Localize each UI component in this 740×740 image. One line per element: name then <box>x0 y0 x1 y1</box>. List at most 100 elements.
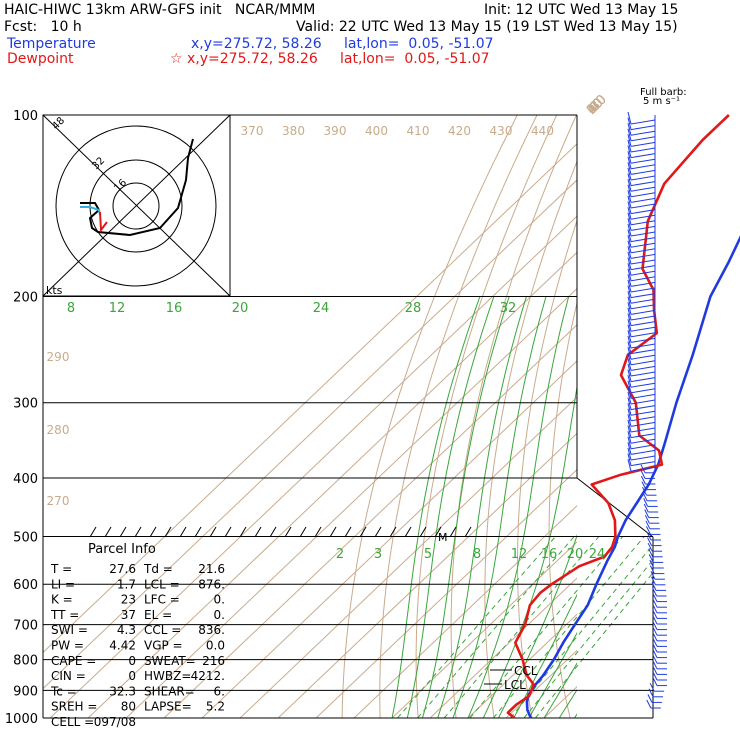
barb-flag <box>647 694 653 703</box>
mixing-ratio-label: 20 <box>567 547 584 562</box>
wind-barb <box>627 363 656 377</box>
barb-flag <box>627 184 632 197</box>
wind-barb <box>652 626 667 636</box>
theta-label-left: 290 <box>47 350 70 364</box>
barb-shaft <box>630 455 656 461</box>
ccl-marker: CCL <box>490 664 538 678</box>
barb-shaft <box>630 293 656 299</box>
barb-shaft <box>630 326 656 332</box>
dry-adiabat-line <box>484 160 577 718</box>
freezing-tick <box>239 526 247 538</box>
barb-flag <box>627 156 632 169</box>
pressure-tick-label: 600 <box>13 578 38 593</box>
barb-flag <box>652 626 658 636</box>
barb-flag <box>627 291 632 304</box>
parcel-row-cell: T = <box>50 562 72 576</box>
barb-flag <box>627 207 632 220</box>
barb-shaft <box>630 242 656 248</box>
barb-flag <box>627 335 632 349</box>
wind-barb <box>627 431 656 444</box>
barb-shaft <box>630 237 656 243</box>
barb-flag <box>627 123 632 136</box>
parcel-row-cell: CIN = <box>51 669 86 683</box>
barb-flag <box>627 324 632 337</box>
wind-barb <box>647 537 662 547</box>
isotherm-line <box>49 215 577 718</box>
wind-barb <box>627 285 656 299</box>
model-title: HAIC-HIWC 13km ARW-GFS init NCAR/MMM <box>4 2 316 18</box>
pressure-tick-label: 900 <box>13 684 38 699</box>
wind-barb <box>648 548 663 558</box>
barb-shaft <box>630 164 656 170</box>
barb-shaft <box>630 281 656 287</box>
wind-barbs <box>627 111 667 709</box>
dry-adiabat-line <box>719 115 740 718</box>
barb-shaft <box>630 371 656 377</box>
wind-barb <box>627 335 656 349</box>
barb-flag <box>649 559 655 569</box>
barb-flag <box>652 621 658 630</box>
barb-flag <box>644 509 650 518</box>
barb-shaft <box>630 421 656 427</box>
mixing-ratio-line <box>417 536 575 718</box>
isobars <box>43 114 653 719</box>
freezing-tick <box>329 526 337 538</box>
freezing-tick <box>389 526 397 538</box>
theta-label: 400 <box>365 124 388 138</box>
barb-flag <box>627 223 632 237</box>
wind-barb <box>627 201 656 215</box>
barb-shaft <box>630 130 656 136</box>
wind-barb <box>652 660 667 670</box>
valid-time: Valid: 22 UTC Wed 13 May 15 (19 LST Wed … <box>296 19 678 35</box>
isotherm-line <box>315 468 577 718</box>
barb-flag <box>645 526 651 535</box>
parcel-row-cell: SREH = <box>51 700 97 714</box>
freezing-tick <box>434 526 442 538</box>
plot-diag-border <box>576 477 654 538</box>
barb-shaft <box>630 365 656 371</box>
barb-shaft <box>630 433 656 439</box>
parcel-row-cell: PW = <box>51 639 84 653</box>
freezing-tick <box>104 526 112 538</box>
moist-adiabat-label: 12 <box>109 301 126 316</box>
barb-flag <box>627 369 632 382</box>
barb-flag <box>651 576 656 586</box>
wind-barb <box>652 593 667 603</box>
barb-flag <box>652 677 658 686</box>
barb-flag <box>643 498 649 507</box>
barb-flag <box>627 341 632 354</box>
barb-flag <box>649 682 655 692</box>
barb-flag <box>627 151 632 164</box>
parcel-row-cell: LAPSE= <box>144 700 192 714</box>
barb-shaft <box>630 125 656 131</box>
wind-barb <box>627 117 656 131</box>
parcel-row-cell: 876. <box>198 577 225 591</box>
wind-barb <box>652 666 667 675</box>
barb-shaft <box>630 136 656 142</box>
freezing-tick <box>224 526 232 538</box>
barb-flag <box>652 593 658 602</box>
parcel-row-cell: K = <box>51 593 73 607</box>
barb-shaft <box>630 360 656 366</box>
barb-flag <box>627 240 632 253</box>
wind-barb <box>627 453 656 467</box>
parcel-row-cell: 4.42 <box>109 639 136 653</box>
wind-barb <box>652 632 667 642</box>
theta-label: 440 <box>531 124 554 138</box>
freezing-tick <box>269 526 277 538</box>
wind-barb <box>652 615 667 625</box>
barb-flag <box>627 403 632 416</box>
barb-flag <box>647 542 653 552</box>
parcel-row-cell: 0 <box>128 654 136 668</box>
barb-shaft <box>630 141 656 147</box>
barb-flag <box>641 481 647 490</box>
wind-barb <box>652 604 667 614</box>
parcel-row-cell: LCL = <box>144 577 180 591</box>
barb-flag <box>652 610 658 619</box>
wind-barb <box>627 358 656 371</box>
barb-shaft <box>630 158 656 164</box>
barb-shaft <box>630 337 656 343</box>
barb-shaft <box>630 270 656 276</box>
moist-adiabat-label: 8 <box>67 301 75 316</box>
